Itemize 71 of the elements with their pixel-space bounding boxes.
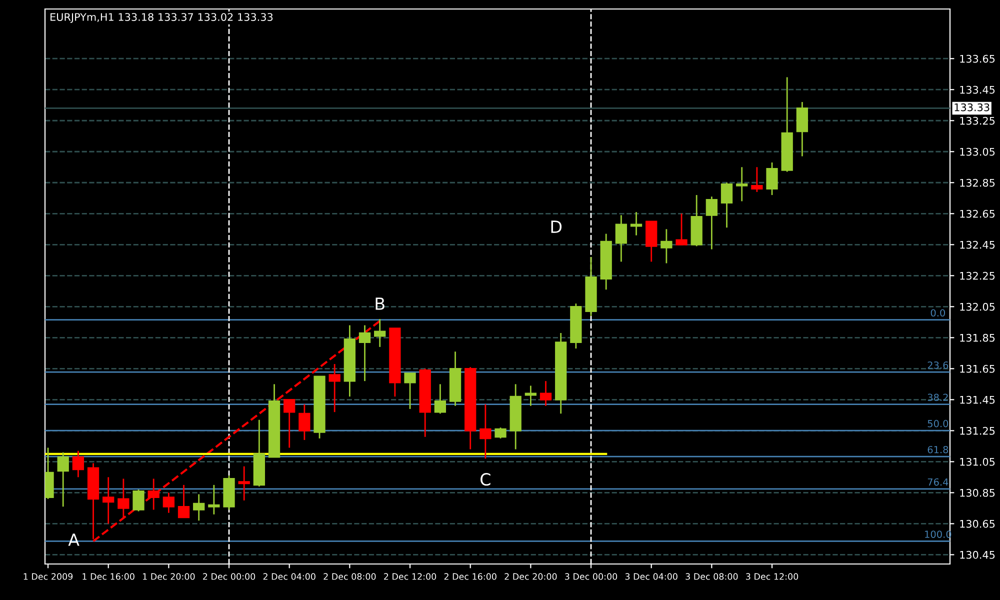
chart-title: EURJPYm,H1 133.18 133.37 133.02 133.33	[50, 13, 273, 23]
x-tick-label: 2 Dec 20:00	[504, 573, 557, 580]
candlestick	[676, 212, 688, 246]
x-tick-label: 3 Dec 12:00	[746, 573, 798, 580]
y-tick-label: 131.45	[960, 396, 995, 404]
y-tick-label: 132.05	[960, 302, 995, 311]
y-tick-label: 132.85	[960, 178, 995, 187]
candlestick	[238, 466, 250, 502]
candlestick	[102, 476, 114, 524]
y-tick-label: 131.25	[960, 426, 995, 435]
x-tick-label: 3 Dec 08:00	[686, 573, 738, 580]
x-tick-label: 2 Dec 16:00	[444, 573, 496, 580]
annotation: 23.6	[928, 361, 948, 369]
y-tick-label: 131.85	[960, 334, 995, 342]
y-tick-label: 131.65	[960, 364, 995, 373]
y-tick-label: 133.25	[960, 116, 995, 125]
y-tick-label: 132.25	[960, 272, 995, 280]
candlestick	[72, 450, 84, 478]
candlestick	[766, 162, 778, 196]
annotation: 76.4	[928, 478, 948, 486]
annotation: C	[480, 473, 490, 486]
candlestick	[57, 452, 69, 508]
candlestick	[751, 166, 763, 193]
y-tick-label: 130.45	[960, 550, 995, 559]
candlestick	[736, 166, 748, 202]
x-tick-label: 2 Dec 00:00	[203, 573, 256, 580]
candlestick	[208, 484, 220, 516]
annotation: 0.0	[930, 309, 946, 317]
candlestick	[118, 478, 130, 518]
y-tick-label: 133.05	[960, 148, 995, 156]
x-tick-label: 1 Dec 20:00	[143, 573, 195, 580]
x-tick-label: 2 Dec 04:00	[263, 573, 316, 580]
y-tick-label: 130.85	[960, 488, 995, 497]
candlestick	[358, 324, 371, 382]
y-tick-label: 130.65	[960, 520, 995, 528]
candlestick	[404, 372, 416, 410]
candlestick	[720, 182, 733, 228]
x-tick-label: 2 Dec 08:00	[324, 573, 376, 580]
candlestick	[706, 196, 718, 250]
x-tick-label: 3 Dec 00:00	[565, 573, 618, 580]
annotation: 61.8	[928, 446, 948, 454]
annotation: D	[551, 220, 562, 233]
candlestick	[480, 404, 492, 460]
candlestick	[328, 363, 340, 413]
x-tick-label: 3 Dec 04:00	[625, 573, 678, 580]
y-tick-label: 132.45	[960, 240, 995, 249]
y-tick-label: 133.45	[960, 86, 995, 94]
candlestick	[796, 101, 808, 157]
y-tick-label: 132.65	[960, 210, 995, 218]
candlestick	[193, 494, 205, 522]
y-tick-label: 131.05	[960, 458, 995, 466]
candlestick	[284, 398, 296, 448]
annotation: 38.2	[928, 394, 948, 402]
annotation: 50.0	[928, 420, 948, 428]
candlestick	[434, 383, 446, 414]
y-tick-label: 133.65	[960, 54, 995, 63]
candlestick	[162, 492, 175, 514]
candlestick	[660, 228, 672, 264]
x-tick-label: 2 Dec 12:00	[384, 573, 436, 580]
candlestick	[148, 478, 160, 510]
candlestick	[494, 426, 506, 440]
x-tick-label: 1 Dec 16:00	[82, 573, 134, 580]
annotation: B	[376, 298, 384, 310]
candlestick	[540, 380, 552, 407]
candlestick	[374, 318, 386, 348]
candlestick	[298, 404, 310, 441]
x-tick-label: 1 Dec 2009	[24, 573, 73, 580]
candlestick	[615, 214, 628, 262]
candlestick	[132, 488, 144, 512]
candlestick	[178, 484, 190, 518]
ref-line-label: 133.33	[954, 103, 990, 112]
